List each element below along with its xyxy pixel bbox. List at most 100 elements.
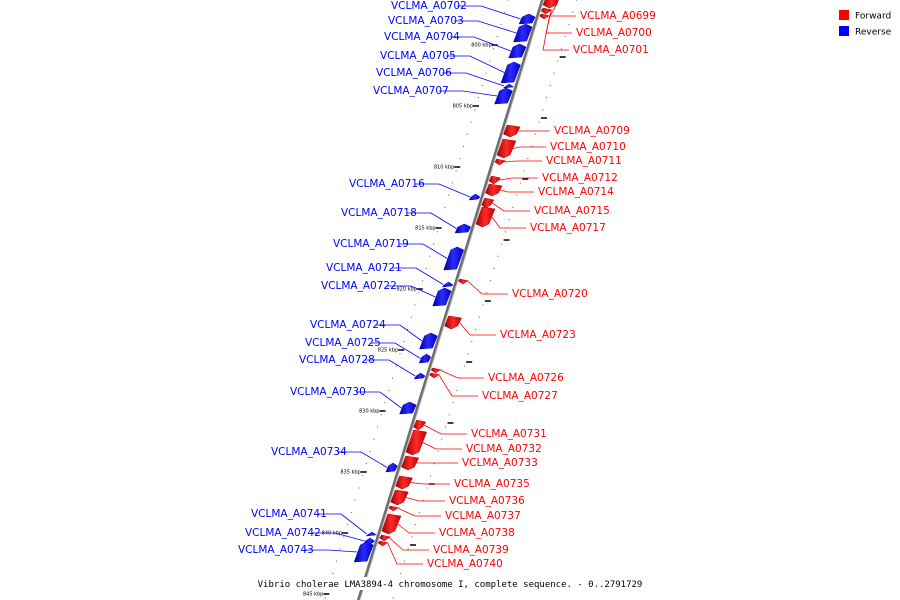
gene-vclma_a0726[interactable] <box>430 367 442 374</box>
gene-vclma_a0733[interactable] <box>401 455 420 471</box>
gene-vclma_a0736[interactable] <box>390 489 409 506</box>
gene-layer <box>353 0 560 563</box>
minor-tick <box>463 145 465 147</box>
minor-tick <box>384 402 386 404</box>
gene-vclma_a0711[interactable] <box>494 158 507 166</box>
leader-line <box>371 342 421 359</box>
gene-vclma_a0701[interactable] <box>539 13 551 20</box>
gene-vclma_a0712[interactable] <box>488 175 501 185</box>
tick-label: 835 kbp <box>340 470 360 476</box>
minor-tick <box>388 389 390 391</box>
minor-tick <box>399 353 401 355</box>
minor-tick <box>343 536 345 538</box>
minor-tick <box>493 48 495 50</box>
gene-vclma_a0731[interactable] <box>413 419 427 431</box>
minor-tick <box>542 109 544 111</box>
gene-vclma_a0741[interactable] <box>365 531 378 537</box>
gene-vclma_a0699[interactable] <box>542 0 560 9</box>
tick-label: 815 kbp <box>415 226 435 232</box>
minor-tick <box>508 219 510 221</box>
leader-line <box>304 549 358 553</box>
minor-tick <box>504 11 506 13</box>
minor-tick <box>568 23 570 25</box>
minor-tick <box>403 560 405 562</box>
tick-label: 805 kbp <box>453 104 473 110</box>
gene-vclma_a0710[interactable] <box>496 138 517 159</box>
leader-line <box>415 183 471 198</box>
gene-label: VCLMA_A0716 <box>349 178 425 190</box>
gene-vclma_a0724[interactable] <box>419 332 438 350</box>
minor-tick <box>489 280 491 282</box>
gene-vclma_a0743[interactable] <box>353 541 374 563</box>
leader-line <box>492 202 530 212</box>
minor-tick <box>459 158 461 160</box>
gene-vclma_a0714[interactable] <box>485 183 503 197</box>
gene-vclma_a0717[interactable] <box>475 206 496 228</box>
gene-vclma_a0715[interactable] <box>481 197 495 209</box>
gene-vclma_a0723[interactable] <box>444 315 462 330</box>
minor-tick <box>377 426 379 428</box>
gene-vclma_a0737[interactable] <box>388 505 400 512</box>
minor-tick <box>519 182 521 184</box>
gene-label: VCLMA_A0738 <box>439 527 515 539</box>
gene-vclma_a0727[interactable] <box>429 372 441 379</box>
gene-label: VCLMA_A0711 <box>546 155 622 167</box>
gene-label: VCLMA_A0707 <box>373 85 449 97</box>
leader-line <box>356 391 402 409</box>
minor-tick <box>512 206 514 208</box>
gene-vclma_a0732[interactable] <box>405 429 427 456</box>
gene-vclma_a0722[interactable] <box>432 287 452 307</box>
gene-label: VCLMA_A0718 <box>341 207 417 219</box>
gene-vclma_a0703[interactable] <box>513 23 533 43</box>
gene-label: VCLMA_A0733 <box>462 457 538 469</box>
tick-label: 810 kbp <box>434 165 454 171</box>
gene-vclma_a0705[interactable] <box>500 61 521 84</box>
minor-tick <box>531 145 533 147</box>
gene-vclma_a0707[interactable] <box>494 87 513 105</box>
minor-tick <box>414 304 416 306</box>
gene-vclma_a0706[interactable] <box>502 83 515 89</box>
gene-label: VCLMA_A0704 <box>384 31 460 43</box>
gene-label: VCLMA_A0728 <box>299 354 375 366</box>
leader-line <box>439 90 498 97</box>
gene-label: VCLMA_A0723 <box>500 329 576 341</box>
gene-vclma_a0738[interactable] <box>381 513 402 535</box>
gene-vclma_a0704[interactable] <box>508 43 527 59</box>
gene-vclma_a0725[interactable] <box>418 353 432 364</box>
leader-line <box>407 212 457 229</box>
leader-line <box>365 359 416 377</box>
minor-tick <box>471 341 473 343</box>
gene-vclma_a0735[interactable] <box>395 475 413 490</box>
gene-label: VCLMA_A0700 <box>576 27 652 39</box>
gene-vclma_a0718[interactable] <box>454 223 472 234</box>
gene-vclma_a0730[interactable] <box>399 401 417 415</box>
gene-vclma_a0740[interactable] <box>377 540 389 547</box>
gene-vclma_a0719[interactable] <box>443 246 465 271</box>
gene-vclma_a0716[interactable] <box>468 193 481 201</box>
minor-tick <box>501 243 503 245</box>
gene-vclma_a0739[interactable] <box>379 534 392 542</box>
gene-label: VCLMA_A0717 <box>530 222 606 234</box>
leader-line <box>504 160 542 163</box>
gene-vclma_a0728[interactable] <box>413 372 426 380</box>
minor-tick <box>369 450 371 452</box>
gene-vclma_a0734[interactable] <box>385 462 398 473</box>
leader-line <box>440 370 484 379</box>
minor-tick <box>451 182 453 184</box>
leader-line <box>399 243 448 259</box>
minor-tick <box>407 548 409 550</box>
gene-vclma_a0709[interactable] <box>503 124 521 138</box>
minor-tick <box>436 231 438 233</box>
leader-layer <box>304 1 576 565</box>
minor-tick <box>332 572 334 574</box>
minor-tick <box>448 194 450 196</box>
gene-vclma_a0700[interactable] <box>540 7 553 15</box>
gene-vclma_a0721[interactable] <box>441 281 454 288</box>
gene-label: VCLMA_A0741 <box>251 508 327 520</box>
gene-label: VCLMA_A0720 <box>512 288 588 300</box>
gene-vclma_a0702[interactable] <box>518 13 536 25</box>
gene-vclma_a0720[interactable] <box>458 278 469 285</box>
minor-tick <box>470 121 472 123</box>
minor-tick <box>456 389 458 391</box>
minor-tick <box>497 255 499 257</box>
